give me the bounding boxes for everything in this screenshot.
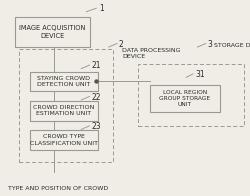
Text: 22: 22: [91, 93, 101, 102]
Bar: [19, 49, 112, 162]
Text: IMAGE ACQUISITION
DEVICE: IMAGE ACQUISITION DEVICE: [19, 25, 86, 39]
Text: 2: 2: [119, 40, 124, 49]
Text: CROWD TYPE
CLASSIFICATION UNIT: CROWD TYPE CLASSIFICATION UNIT: [30, 134, 98, 146]
Text: 3: 3: [208, 40, 212, 49]
Text: CROWD DIRECTION
ESTIMATION UNIT: CROWD DIRECTION ESTIMATION UNIT: [33, 105, 94, 116]
Text: 21: 21: [91, 61, 101, 70]
Bar: [15, 17, 90, 47]
Text: 1: 1: [99, 4, 103, 13]
Bar: [138, 64, 244, 126]
Text: 23: 23: [91, 122, 101, 131]
Text: TYPE AND POSITION OF CROWD: TYPE AND POSITION OF CROWD: [8, 186, 108, 191]
Text: LOCAL REGION
GROUP STORAGE
UNIT: LOCAL REGION GROUP STORAGE UNIT: [160, 90, 210, 107]
Text: STAYING CROWD
DETECTION UNIT: STAYING CROWD DETECTION UNIT: [37, 76, 90, 87]
Bar: [30, 130, 98, 150]
Text: STORAGE DEVICE: STORAGE DEVICE: [214, 43, 250, 48]
Text: 31: 31: [195, 70, 204, 79]
Bar: [150, 85, 220, 112]
Bar: [30, 72, 98, 91]
Bar: [30, 101, 98, 121]
Text: DATA PROCESSING
DEVICE: DATA PROCESSING DEVICE: [122, 48, 181, 59]
